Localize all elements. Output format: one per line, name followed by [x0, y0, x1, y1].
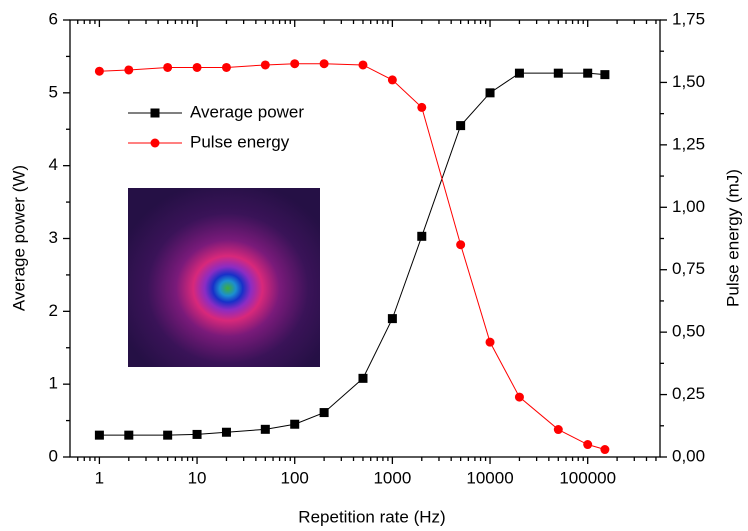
y2-axis-label: Pulse energy (mJ) [723, 169, 742, 307]
x-tick-label: 100000 [559, 468, 616, 487]
marker [163, 431, 172, 440]
marker [358, 60, 367, 69]
x-tick-label: 10000 [466, 468, 513, 487]
legend-label: Average power [190, 102, 304, 121]
marker [95, 67, 104, 76]
marker [222, 63, 231, 72]
marker [320, 59, 329, 68]
marker [456, 121, 465, 130]
y-tick-label: 5 [49, 82, 58, 101]
y2-tick-label: 0,50 [672, 322, 705, 341]
beam-profile-inset [128, 188, 320, 367]
marker [358, 374, 367, 383]
marker [222, 428, 231, 437]
marker [417, 232, 426, 241]
marker [124, 65, 133, 74]
legend-marker [151, 109, 160, 118]
y2-tick-label: 1,25 [672, 134, 705, 153]
y-tick-label: 4 [49, 155, 58, 174]
marker [486, 338, 495, 347]
y-tick-label: 2 [49, 301, 58, 320]
marker [600, 445, 609, 454]
y-tick-label: 0 [49, 446, 58, 465]
y2-tick-label: 0,00 [672, 446, 705, 465]
y2-tick-label: 1,00 [672, 197, 705, 216]
x-axis-label: Repetition rate (Hz) [298, 507, 445, 526]
marker [583, 440, 592, 449]
marker [290, 420, 299, 429]
y2-tick-label: 0,75 [672, 259, 705, 278]
marker [600, 70, 609, 79]
marker [515, 69, 524, 78]
y-tick-label: 1 [49, 374, 58, 393]
marker [193, 430, 202, 439]
y-tick-label: 3 [49, 228, 58, 247]
marker [193, 63, 202, 72]
marker [554, 69, 563, 78]
chart: Repetition rate (Hz) Average power (W) P… [0, 0, 748, 531]
legend-marker [151, 139, 160, 148]
marker [261, 425, 270, 434]
y-axis-label: Average power (W) [9, 165, 28, 311]
marker [163, 63, 172, 72]
marker [388, 75, 397, 84]
y2-tick-label: 0,25 [672, 384, 705, 403]
x-tick-label: 100 [281, 468, 309, 487]
marker [486, 88, 495, 97]
marker [583, 69, 592, 78]
marker [515, 393, 524, 402]
marker [554, 425, 563, 434]
y-tick-label: 6 [49, 9, 58, 28]
marker [320, 408, 329, 417]
marker [417, 103, 426, 112]
x-tick-label: 1000 [373, 468, 411, 487]
marker [95, 431, 104, 440]
marker [290, 59, 299, 68]
y2-tick-label: 1,75 [672, 9, 705, 28]
x-tick-label: 1 [95, 468, 104, 487]
marker [456, 240, 465, 249]
y2-tick-label: 1,50 [672, 72, 705, 91]
marker [261, 60, 270, 69]
legend-label: Pulse energy [190, 132, 290, 151]
marker [388, 314, 397, 323]
x-tick-label: 10 [188, 468, 207, 487]
marker [124, 431, 133, 440]
